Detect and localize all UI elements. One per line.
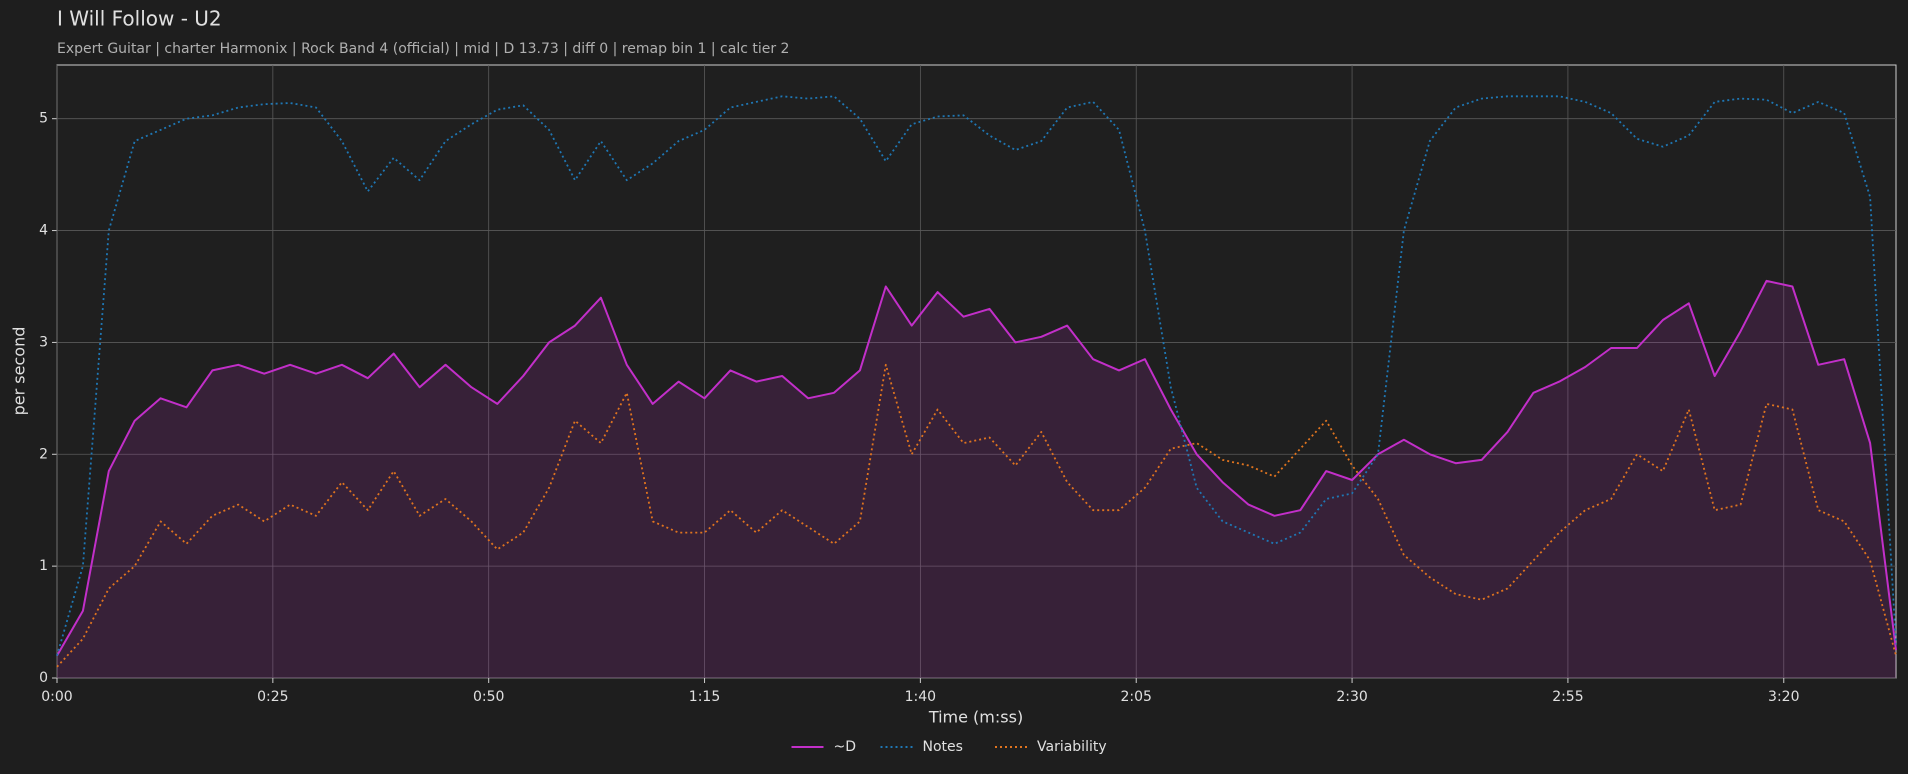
x-axis-label: Time (m:ss) — [928, 708, 1023, 727]
plot-frame — [56, 64, 1897, 679]
y-tick-label: 1 — [39, 558, 48, 574]
x-tick-label: 1:40 — [905, 689, 936, 705]
x-tick-label: 2:05 — [1120, 689, 1151, 705]
legend-label: Variability — [1037, 739, 1107, 755]
grid: 0 1 2 3 4 5 0:00 0:25 0:50 1:15 1:40 2:05 2:30 2:55 3:… — [39, 65, 1896, 705]
x-tick-label: 0:25 — [257, 689, 288, 705]
x-tick-label: 2:30 — [1336, 689, 1367, 705]
x-tick-label: 3:20 — [1768, 689, 1799, 705]
y-tick-label: 0 — [39, 670, 48, 686]
x-tick-label: 2:55 — [1552, 689, 1583, 705]
y-tick-label: 2 — [39, 446, 48, 462]
legend: ~D Notes Variability — [791, 739, 1107, 755]
line — [56, 279, 1897, 657]
x-tick-label: 0:00 — [41, 689, 72, 705]
legend-label: ~D — [834, 739, 857, 755]
y-tick-label: 4 — [39, 223, 48, 239]
x-tick-label: 1:15 — [689, 689, 720, 705]
x-tick-label: 0:50 — [473, 689, 504, 705]
y-tick-label: 5 — [39, 111, 48, 127]
legend-label: Notes — [923, 739, 963, 755]
marks — [56, 95, 1897, 678]
line — [56, 95, 1897, 656]
area — [57, 280, 1896, 678]
chart-subtitle: Expert Guitar | charter Harmonix | Rock … — [57, 41, 789, 57]
line — [56, 363, 1897, 668]
chart-title: I Will Follow - U2 — [57, 7, 222, 31]
y-tick-label: 3 — [39, 334, 48, 350]
y-axis-label: per second — [10, 327, 29, 416]
